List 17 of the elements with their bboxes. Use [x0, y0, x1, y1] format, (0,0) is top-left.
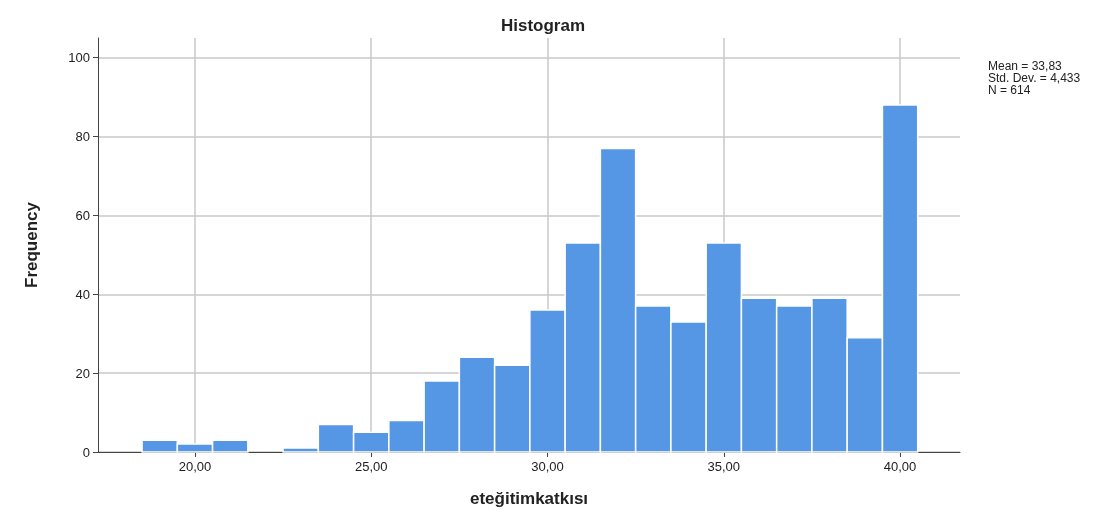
x-tick-label: 40,00 [883, 459, 917, 474]
y-tick-label: 0 [82, 444, 90, 460]
y-tick-label: 40 [75, 286, 90, 302]
y-axis-title: Frequency [22, 201, 41, 288]
y-tick-label: 20 [75, 365, 90, 381]
y-tick-label: 80 [75, 129, 90, 145]
text: Mean = 33,83 [988, 59, 1063, 73]
x-axis-title: eteğitimkatkısı [469, 489, 589, 508]
chart-title: Histogram [500, 16, 586, 35]
y-tick-label: 60 [75, 207, 90, 223]
text: N = 614 [988, 83, 1031, 97]
x-tick-label: 20,00 [178, 459, 212, 474]
text: Std. Dev. = 4,433 [988, 71, 1081, 85]
x-tick-label: 25,00 [354, 459, 388, 474]
x-tick-label: 35,00 [707, 459, 741, 474]
y-tick-label: 100 [68, 50, 90, 66]
x-tick-label: 30,00 [531, 459, 564, 474]
